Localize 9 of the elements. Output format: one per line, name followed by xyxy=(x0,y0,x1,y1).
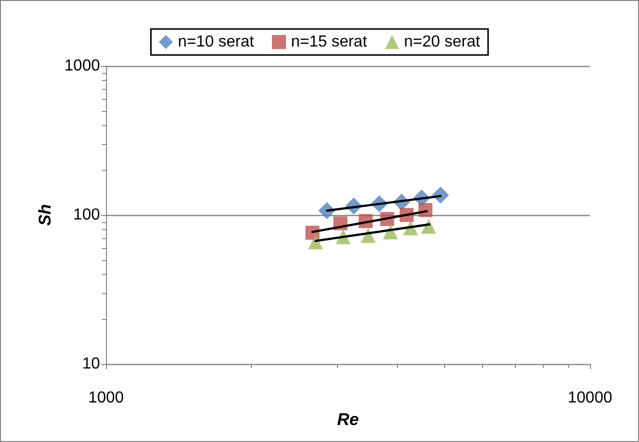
legend-label: n=10 serat xyxy=(178,34,255,50)
y-tick-label: 10 xyxy=(82,356,100,372)
y-tick-label: 100 xyxy=(73,206,100,224)
y-axis-title: Sh xyxy=(36,204,55,226)
y-tick-label: 1000 xyxy=(64,58,100,74)
x-tick-label: 10000 xyxy=(568,390,612,406)
legend-label: n=20 serat xyxy=(404,34,481,50)
legend-label: n=15 serat xyxy=(290,34,368,50)
x-axis-title: Re xyxy=(337,410,359,429)
